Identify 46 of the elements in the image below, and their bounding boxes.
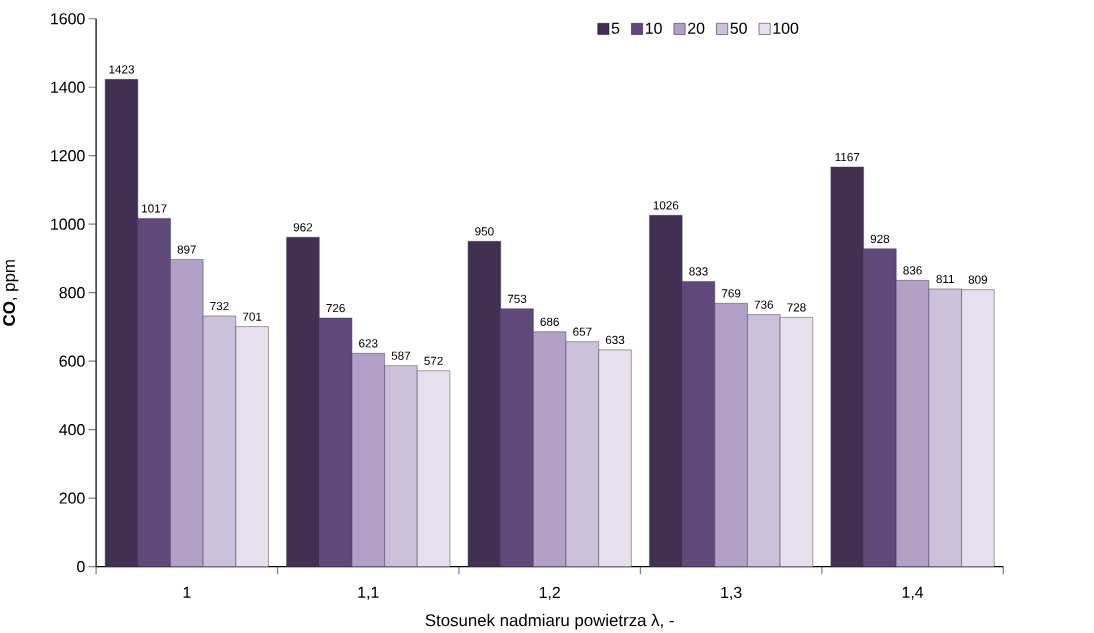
legend-label: 20 — [688, 22, 705, 35]
data-label: 1026 — [653, 201, 679, 210]
data-label: 623 — [359, 339, 378, 348]
y-tick-label: 800 — [59, 287, 85, 299]
x-tick-label: 1,1 — [358, 586, 379, 600]
data-label: 587 — [391, 351, 411, 360]
y-tick-label: 1400 — [51, 81, 85, 94]
data-label: 753 — [507, 294, 527, 304]
y-tick-label: 1600 — [51, 13, 85, 25]
y-tick-label: 1200 — [51, 150, 85, 162]
y-tick-label: 400 — [59, 424, 85, 436]
data-label: 1017 — [142, 204, 167, 213]
data-label: 836 — [903, 266, 922, 275]
data-label: 1423 — [109, 65, 134, 74]
data-label: 728 — [787, 303, 806, 312]
data-label: 833 — [689, 267, 708, 276]
y-tick-label: 600 — [59, 355, 85, 367]
data-label: 572 — [424, 356, 443, 366]
data-label: 1167 — [835, 153, 860, 162]
data-label: 811 — [936, 275, 954, 284]
data-label: 736 — [754, 300, 774, 309]
legend-label: 50 — [730, 22, 747, 35]
x-axis-title: Stosunek nadmiaru powietrza λ, - — [425, 614, 674, 630]
x-tick-label: 1,3 — [721, 586, 742, 601]
data-label: 701 — [243, 312, 262, 321]
y-tick-label: 0 — [77, 561, 85, 573]
x-tick-label: 1,2 — [539, 586, 560, 601]
data-label: 732 — [210, 302, 229, 311]
data-label: 726 — [326, 304, 345, 313]
x-tick-label: 1,4 — [902, 586, 924, 600]
data-label: 769 — [721, 289, 741, 298]
y-axis-title: CO, ppm — [3, 260, 19, 326]
legend-label: 10 — [645, 22, 662, 35]
data-label: 686 — [540, 317, 559, 327]
legend-label: 5 — [611, 22, 620, 35]
data-label: 809 — [968, 275, 988, 284]
legend-label: 100 — [773, 22, 799, 35]
data-label: 928 — [870, 234, 890, 244]
x-tick-label: 1 — [183, 586, 191, 598]
y-tick-label: 1000 — [51, 218, 85, 231]
data-label: 897 — [177, 245, 196, 254]
data-label: 950 — [475, 227, 494, 236]
data-label: 657 — [573, 327, 592, 337]
data-label: 962 — [293, 223, 313, 232]
data-label: 633 — [605, 335, 625, 345]
y-tick-label: 200 — [59, 492, 85, 504]
